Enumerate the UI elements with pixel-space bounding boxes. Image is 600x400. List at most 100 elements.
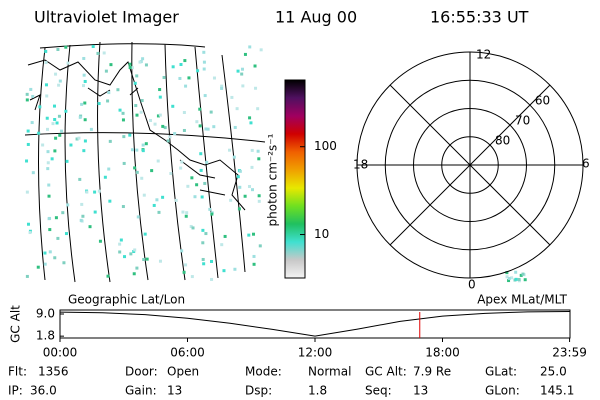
speckle — [240, 67, 244, 71]
speckle — [83, 139, 87, 143]
speckle — [180, 160, 184, 164]
speckle — [196, 69, 200, 73]
speckle — [150, 169, 154, 173]
speckle — [220, 84, 224, 88]
speckle — [166, 139, 170, 143]
speckle — [203, 94, 207, 98]
speckle — [195, 120, 199, 124]
speckle — [161, 124, 165, 128]
speckle — [184, 214, 188, 218]
speckle — [182, 110, 186, 114]
speckle — [55, 121, 59, 125]
speckle — [129, 252, 133, 256]
coastline — [27, 59, 246, 211]
speckle — [97, 102, 101, 106]
speckle — [168, 135, 172, 139]
speckle — [507, 277, 511, 281]
speckle — [122, 135, 126, 139]
lat-label: 60 — [535, 94, 550, 108]
speckle — [109, 63, 113, 67]
speckle — [89, 127, 93, 131]
speckle — [121, 118, 125, 122]
speckle — [233, 267, 237, 271]
date: 11 Aug 00 — [275, 8, 357, 27]
speckle — [54, 72, 58, 76]
lat-circle — [441, 136, 499, 194]
speckle — [53, 149, 57, 153]
speckle — [184, 263, 188, 267]
speckle — [118, 250, 122, 254]
speckle — [201, 228, 205, 232]
speckle — [50, 157, 54, 161]
speckle — [158, 95, 162, 99]
speckle — [31, 171, 35, 175]
speckle — [141, 149, 145, 153]
speckle — [141, 57, 145, 61]
speckle — [243, 52, 247, 56]
speckle — [250, 165, 254, 169]
time: 16:55:33 UT — [430, 8, 529, 27]
stat-label: Gain: — [125, 384, 157, 398]
speckle — [29, 87, 33, 91]
speckle — [179, 62, 183, 66]
speckle — [62, 261, 66, 265]
speckle — [47, 194, 51, 198]
speckle — [132, 249, 136, 253]
speckle — [153, 122, 157, 126]
speckle — [135, 266, 139, 270]
speckle — [201, 257, 205, 261]
speckle — [143, 232, 147, 236]
stat-value: 13 — [413, 384, 428, 398]
speckle — [209, 110, 213, 114]
speckle — [256, 149, 260, 153]
speckle — [158, 259, 162, 263]
speckle — [128, 62, 132, 66]
polar-grid — [357, 52, 583, 278]
speckle — [78, 177, 82, 181]
speckle — [222, 269, 226, 273]
x-tick-label: 06:00 — [170, 346, 205, 360]
speckle — [252, 262, 256, 266]
speckle — [136, 215, 140, 219]
stat-label: GLat: — [485, 365, 517, 379]
speckle — [133, 81, 137, 85]
speckle — [157, 210, 161, 214]
speckle — [96, 51, 100, 55]
speckle — [133, 166, 137, 170]
speckle — [47, 183, 51, 187]
speckle — [135, 148, 139, 152]
polar-rim — [356, 51, 584, 279]
stat-label: Mode: — [245, 365, 282, 379]
speckle — [57, 114, 61, 118]
speckle — [189, 224, 193, 228]
speckle — [140, 99, 144, 103]
speckle — [56, 47, 60, 51]
speckle — [135, 113, 139, 117]
speckle — [53, 117, 57, 121]
x-tick-label: 12:00 — [298, 346, 333, 360]
speckle — [41, 143, 45, 147]
speckle — [180, 249, 184, 253]
speckle — [91, 45, 95, 49]
speckle — [257, 194, 261, 198]
speckle — [248, 116, 252, 120]
speckle — [243, 194, 247, 198]
altitude-line — [59, 311, 571, 337]
speckle — [145, 257, 149, 261]
lat-label: 70 — [515, 114, 530, 128]
speckle — [193, 195, 197, 199]
speckle — [30, 121, 34, 125]
speckle — [198, 124, 202, 128]
speckle — [144, 142, 148, 146]
speckle — [132, 272, 136, 276]
speckle — [81, 214, 85, 218]
speckle — [248, 45, 252, 49]
speckle — [173, 132, 177, 136]
speckle — [507, 279, 511, 283]
speckle — [519, 273, 523, 277]
speckle — [45, 127, 49, 131]
speckle — [82, 149, 86, 153]
speckle — [514, 270, 518, 274]
speckle — [121, 205, 125, 209]
speckle — [108, 139, 112, 143]
